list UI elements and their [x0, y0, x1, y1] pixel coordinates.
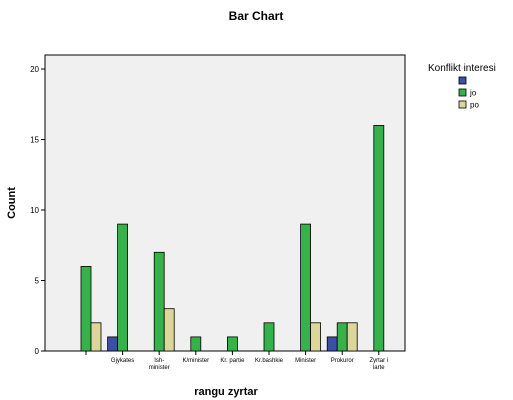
legend-swatch — [458, 88, 467, 97]
bar — [153, 251, 165, 352]
x-tick-label: Ish-minister — [149, 358, 170, 371]
bar — [346, 322, 358, 352]
x-tick-label: Zyrtar i larte — [369, 358, 388, 371]
bar — [163, 308, 175, 352]
y-tick-label: 20 — [30, 65, 39, 74]
bar — [117, 223, 128, 352]
bar — [90, 322, 102, 352]
legend: Konflikt interesi jo po — [428, 63, 496, 110]
bar — [326, 336, 338, 352]
x-tick-label: Kr.bashkie — [255, 358, 284, 364]
x-tick-label: Gjykates — [111, 358, 134, 364]
legend-title: Konflikt interesi — [428, 63, 496, 74]
x-axis: Gjykates Ish-minister K/minister Kr. partie… — [85, 351, 388, 371]
legend-swatch — [458, 76, 467, 85]
bar — [80, 265, 92, 352]
bar — [263, 322, 275, 352]
bar — [300, 223, 312, 352]
x-tick-label: Minister — [295, 358, 316, 364]
y-tick-label: 5 — [35, 277, 40, 286]
legend-label: jo — [469, 89, 477, 98]
x-tick-label: Kr. partie — [220, 358, 245, 364]
plot-area — [44, 54, 406, 352]
y-tick-label: 10 — [30, 206, 39, 215]
y-tick-label: 0 — [35, 347, 40, 356]
bar — [107, 336, 118, 352]
legend-swatch — [458, 100, 467, 109]
bar — [226, 336, 238, 352]
bar — [373, 125, 385, 352]
y-axis: 0 5 10 15 20 — [30, 65, 45, 356]
x-tick-label: K/minister — [182, 358, 209, 364]
bar — [336, 322, 348, 352]
bars — [71, 125, 394, 352]
x-tick-label: Prokuror — [331, 358, 354, 364]
y-tick-label: 15 — [30, 136, 39, 145]
x-axis-title: rangu zyrtar — [194, 386, 258, 398]
bar — [190, 336, 202, 352]
legend-label: po — [470, 101, 479, 110]
y-axis-title: Count — [6, 187, 18, 219]
bar — [310, 322, 322, 352]
chart-title: Bar Chart — [229, 9, 284, 23]
